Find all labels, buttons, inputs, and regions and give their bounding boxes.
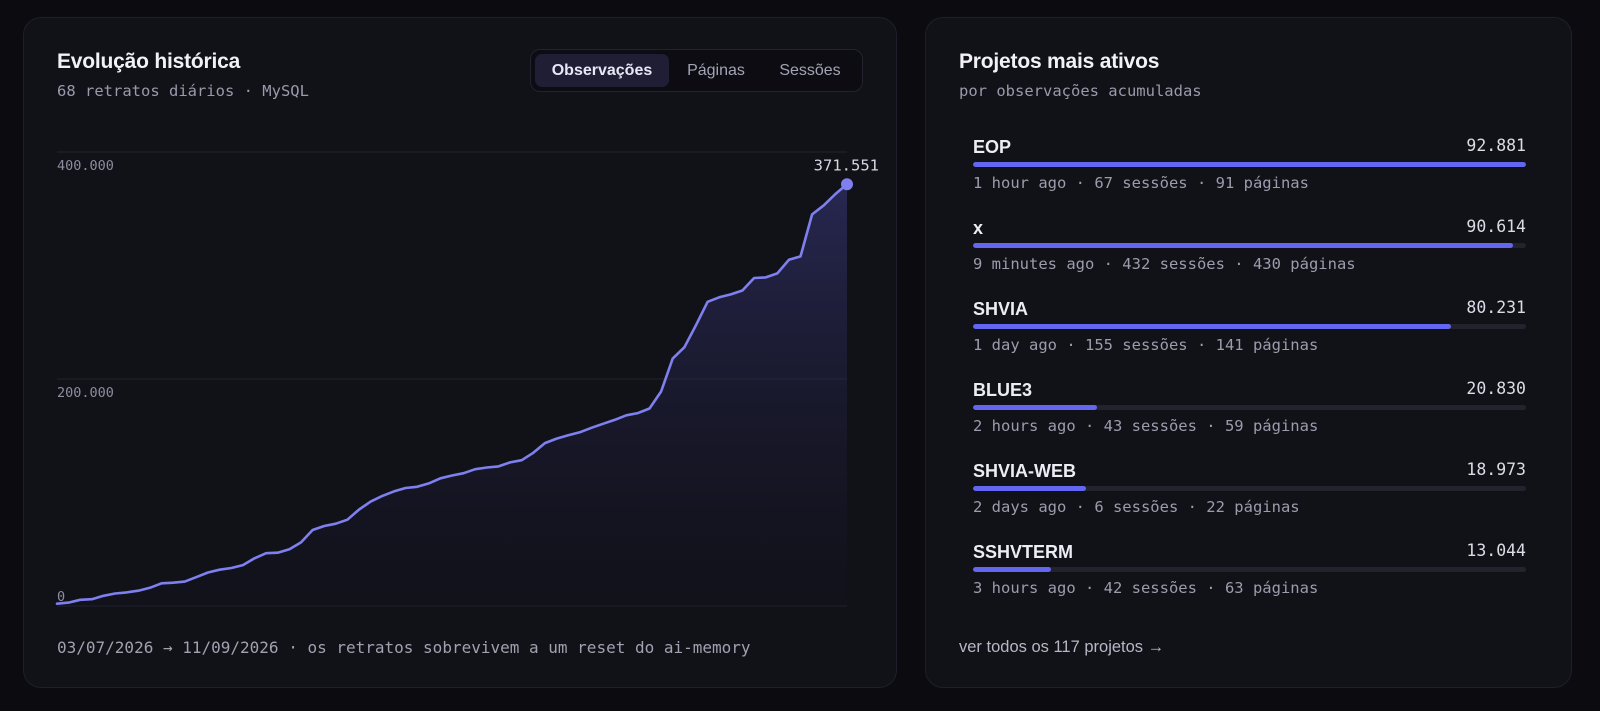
project-name: BLUE3	[973, 380, 1033, 400]
project-bar-track	[973, 405, 1526, 410]
tab-sessoes[interactable]: Sessões	[779, 61, 841, 79]
chart-area-fill	[57, 184, 847, 607]
project-bar-fill	[973, 162, 1526, 167]
project-value: 90.614	[1466, 217, 1526, 236]
project-meta: 1 day ago · 155 sessões · 141 páginas	[973, 336, 1319, 354]
project-meta: 3 hours ago · 42 sessões · 63 páginas	[973, 579, 1319, 597]
history-card: Evolução histórica 68 retratos diários ·…	[23, 17, 897, 688]
chart-end-point	[841, 178, 853, 191]
project-value: 20.830	[1466, 379, 1526, 398]
project-value: 18.973	[1466, 460, 1526, 479]
metric-tabs: Observações Páginas Sessões	[530, 49, 863, 92]
y-tick-label: 200.000	[57, 385, 114, 401]
history-subtitle: 68 retratos diários · MySQL	[57, 82, 309, 100]
project-meta: 2 days ago · 6 sessões · 22 páginas	[973, 498, 1300, 516]
project-name: EOP	[973, 137, 1012, 157]
project-name: x	[973, 218, 984, 238]
project-value: 13.044	[1466, 541, 1526, 560]
project-meta: 9 minutes ago · 432 sessões · 430 página…	[973, 255, 1356, 273]
project-bar-fill	[973, 486, 1086, 491]
chart-end-label: 371.551	[814, 156, 879, 174]
tab-paginas[interactable]: Páginas	[687, 61, 745, 79]
project-item[interactable]: x 90.614 9 minutes ago · 432 sessões · 4…	[973, 217, 1526, 278]
project-name: SSHVTERM	[973, 542, 1074, 562]
project-bar-track	[973, 162, 1526, 167]
project-bar-track	[973, 486, 1526, 491]
project-value: 92.881	[1466, 136, 1526, 155]
project-name: SHVIA-WEB	[973, 461, 1076, 481]
project-bar-fill	[973, 243, 1513, 248]
project-item[interactable]: BLUE3 20.830 2 hours ago · 43 sessões · …	[973, 379, 1526, 440]
project-item[interactable]: EOP 92.881 1 hour ago · 67 sessões · 91 …	[973, 136, 1526, 197]
project-item[interactable]: SSHVTERM 13.044 3 hours ago · 42 sessões…	[973, 541, 1526, 602]
project-name: SHVIA	[973, 299, 1029, 319]
project-meta: 2 hours ago · 43 sessões · 59 páginas	[973, 417, 1319, 435]
project-bar-track	[973, 324, 1526, 329]
projects-title: Projetos mais ativos	[959, 50, 1160, 73]
chart-series-line	[55, 183, 849, 605]
project-meta: 1 hour ago · 67 sessões · 91 páginas	[973, 174, 1309, 192]
history-chart: 0 200.000 400.000 371.551	[55, 151, 879, 607]
y-tick-label: 0	[57, 589, 65, 605]
project-value: 80.231	[1466, 298, 1526, 317]
view-all-projects-link[interactable]: ver todos os 117 projetos →	[959, 638, 1165, 656]
y-tick-label: 400.000	[57, 158, 114, 174]
project-bar-fill	[973, 324, 1451, 329]
tab-observacoes[interactable]: Observações	[535, 54, 669, 87]
project-bar-fill	[973, 567, 1051, 572]
project-item[interactable]: SHVIA-WEB 18.973 2 days ago · 6 sessões …	[973, 460, 1526, 521]
projects-card: Projetos mais ativos por observações acu…	[925, 17, 1572, 688]
history-footer: 03/07/2026 → 11/09/2026 · os retratos so…	[57, 638, 751, 657]
project-item[interactable]: SHVIA 80.231 1 day ago · 155 sessões · 1…	[973, 298, 1526, 359]
projects-subtitle: por observações acumuladas	[959, 82, 1202, 100]
project-bar-fill	[973, 405, 1098, 410]
project-bar-track	[973, 243, 1526, 248]
project-bar-track	[973, 567, 1526, 572]
history-title: Evolução histórica	[57, 50, 241, 73]
